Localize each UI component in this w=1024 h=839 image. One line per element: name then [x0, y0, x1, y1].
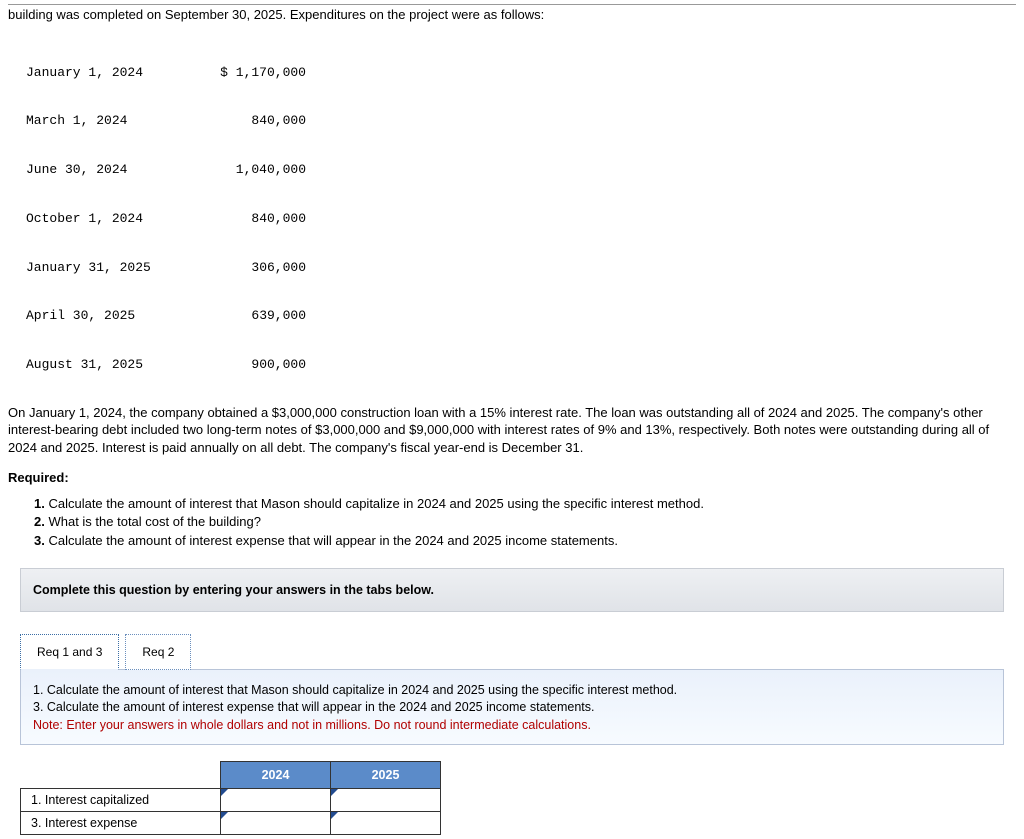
- req-num: 3.: [34, 533, 45, 548]
- req-num: 1.: [34, 496, 45, 511]
- panel-line-1: 1. Calculate the amount of interest that…: [33, 682, 991, 700]
- context-paragraph: On January 1, 2024, the company obtained…: [8, 404, 1016, 457]
- tab-req-1-and-3[interactable]: Req 1 and 3: [20, 634, 119, 670]
- req-text: Calculate the amount of interest expense…: [48, 533, 617, 548]
- req-num: 2.: [34, 514, 45, 529]
- exp-date: August 31, 2025: [26, 357, 186, 373]
- row-interest-expense: 3. Interest expense: [21, 812, 221, 835]
- input-2024-capitalized[interactable]: [221, 789, 331, 812]
- tab-panel: 1. Calculate the amount of interest that…: [20, 669, 1004, 746]
- exp-amount: 840,000: [186, 113, 306, 129]
- exp-date: October 1, 2024: [26, 211, 186, 227]
- input-2025-expense[interactable]: [331, 812, 441, 835]
- complete-instruction-bar: Complete this question by entering your …: [20, 568, 1004, 612]
- panel-note: Note: Enter your answers in whole dollar…: [33, 717, 991, 735]
- exp-amount: 900,000: [186, 357, 306, 373]
- exp-date: June 30, 2024: [26, 162, 186, 178]
- requirements-list: 1. Calculate the amount of interest that…: [34, 495, 1016, 550]
- exp-date: March 1, 2024: [26, 113, 186, 129]
- intro-line: building was completed on September 30, …: [8, 7, 1016, 22]
- exp-amount: 639,000: [186, 308, 306, 324]
- exp-amount: 840,000: [186, 211, 306, 227]
- exp-amount: 306,000: [186, 260, 306, 276]
- col-2025: 2025: [331, 762, 441, 789]
- input-2024-expense[interactable]: [221, 812, 331, 835]
- req-text: Calculate the amount of interest that Ma…: [48, 496, 703, 511]
- answer-table: 2024 2025 1. Interest capitalized 3. Int…: [20, 761, 441, 835]
- col-2024: 2024: [221, 762, 331, 789]
- tabs-row: Req 1 and 3 Req 2: [20, 634, 1004, 670]
- exp-amount: 1,040,000: [186, 162, 306, 178]
- req-text: What is the total cost of the building?: [48, 514, 260, 529]
- expenditures-table: January 1, 2024$ 1,170,000 March 1, 2024…: [26, 32, 1016, 390]
- panel-line-2: 3. Calculate the amount of interest expe…: [33, 699, 991, 717]
- input-2025-capitalized[interactable]: [331, 789, 441, 812]
- row-interest-capitalized: 1. Interest capitalized: [21, 789, 221, 812]
- tab-req-2[interactable]: Req 2: [125, 634, 191, 670]
- exp-amount: $ 1,170,000: [186, 65, 306, 81]
- exp-date: January 1, 2024: [26, 65, 186, 81]
- required-label: Required:: [8, 470, 1016, 485]
- exp-date: April 30, 2025: [26, 308, 186, 324]
- exp-date: January 31, 2025: [26, 260, 186, 276]
